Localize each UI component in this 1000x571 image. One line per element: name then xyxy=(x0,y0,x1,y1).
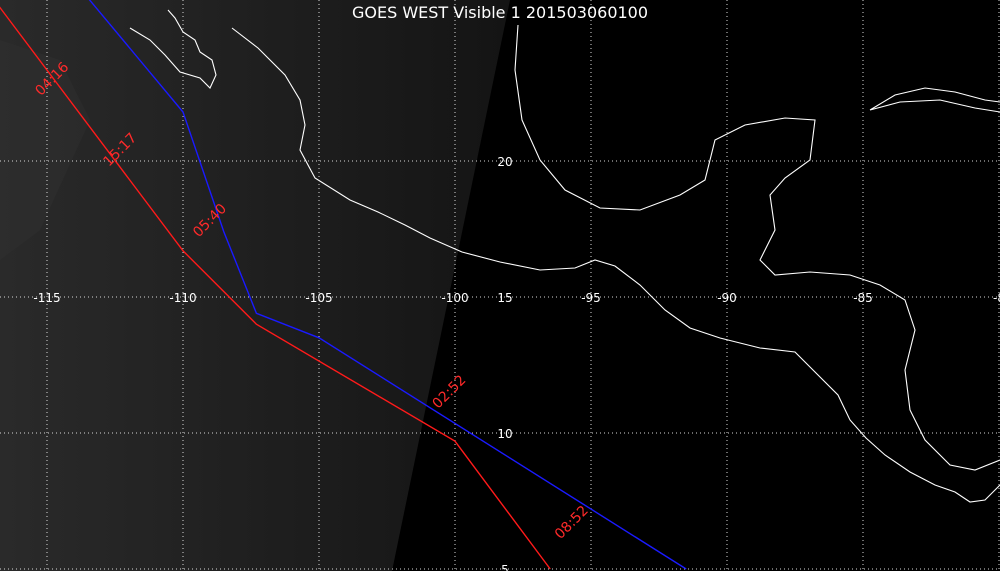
cloud-texture xyxy=(0,40,90,260)
coastlines xyxy=(129,9,1000,503)
longitude-label: -110 xyxy=(169,291,196,305)
latitude-label: 20 xyxy=(497,155,512,169)
longitude-label: -100 xyxy=(441,291,468,305)
ground-tracks xyxy=(0,0,687,570)
image-title: GOES WEST Visible 1 201503060100 xyxy=(352,3,648,22)
track-line-red xyxy=(0,6,551,570)
mexico-pacific-coast xyxy=(231,27,1000,503)
cuba-coast xyxy=(869,87,1000,113)
longitude-label: -85 xyxy=(853,291,873,305)
longitude-label: -8 xyxy=(993,291,1000,305)
latitude-label: 5 xyxy=(501,563,509,571)
track-line-blue xyxy=(88,0,687,570)
latitude-label: 15 xyxy=(497,291,512,305)
latitude-label: 10 xyxy=(497,427,512,441)
longitude-label: -90 xyxy=(717,291,737,305)
longitude-label: -95 xyxy=(581,291,601,305)
longitude-label: -105 xyxy=(305,291,332,305)
daylight-imagery xyxy=(0,0,510,571)
longitude-label: -115 xyxy=(33,291,60,305)
baja-california-coast xyxy=(129,9,217,89)
gulf-of-mexico-coast xyxy=(514,24,1000,471)
